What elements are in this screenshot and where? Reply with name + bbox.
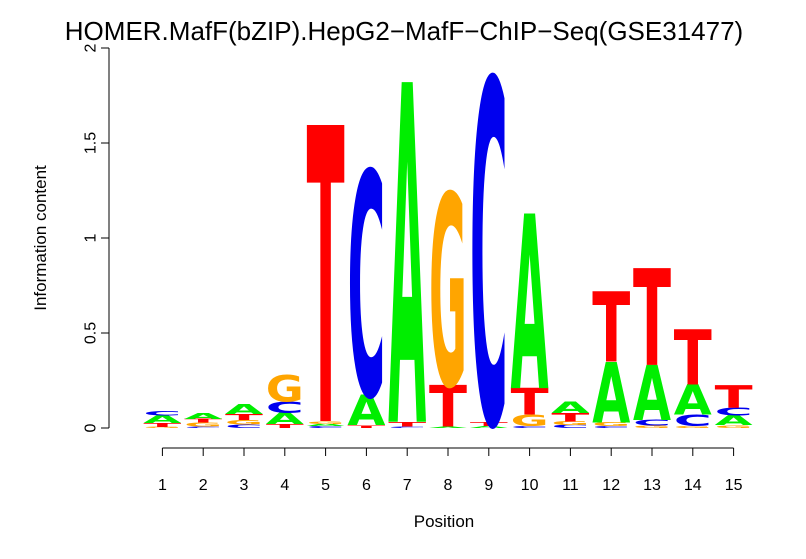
letter-A-adenine: A bbox=[266, 410, 304, 428]
stack-position-8: ATG bbox=[429, 141, 467, 447]
letter-G-guanine: G bbox=[266, 367, 304, 410]
x-tick-label: 6 bbox=[362, 477, 371, 494]
letter-T-thymine: T bbox=[551, 411, 590, 424]
letter-A-adenine: A bbox=[307, 423, 345, 427]
x-tick-label: 2 bbox=[199, 477, 208, 494]
letter-C-cytosine: C bbox=[674, 412, 712, 430]
x-tick-label: 4 bbox=[280, 477, 289, 494]
letter-T-thymine: T bbox=[225, 413, 263, 422]
x-axis-label: Position bbox=[414, 512, 474, 531]
letter-T-thymine: T bbox=[429, 375, 467, 441]
y-tick-label: 2 bbox=[83, 43, 100, 52]
stack-position-7: CTA bbox=[388, 0, 426, 533]
letter-G-guanine: G bbox=[633, 425, 671, 429]
x-tick-label: 14 bbox=[684, 477, 702, 494]
x-tick-label: 5 bbox=[321, 477, 330, 494]
letter-C-cytosine: C bbox=[470, 0, 508, 535]
letter-A-adenine: A bbox=[715, 414, 753, 429]
letter-A-adenine: A bbox=[511, 166, 549, 444]
letter-A-adenine: A bbox=[388, 0, 426, 533]
stack-position-6: TAC bbox=[347, 110, 385, 467]
letter-G-guanine: G bbox=[143, 427, 181, 429]
y-tick-label: 1 bbox=[83, 233, 100, 242]
letter-T-thymine: T bbox=[307, 45, 345, 517]
y-tick-label: 0.5 bbox=[83, 322, 100, 344]
letter-C-cytosine: C bbox=[143, 409, 181, 417]
x-tick-label: 3 bbox=[240, 477, 249, 494]
x-tick-label: 13 bbox=[643, 477, 661, 494]
letter-C-cytosine: C bbox=[633, 419, 671, 428]
x-tick-label: 15 bbox=[725, 477, 743, 494]
x-tick-label: 11 bbox=[562, 477, 579, 494]
letter-C-cytosine: C bbox=[388, 426, 426, 428]
letter-C-cytosine: C bbox=[511, 426, 549, 429]
letter-C-cytosine: C bbox=[184, 426, 222, 428]
letter-C-cytosine: C bbox=[715, 406, 753, 418]
letter-T-thymine: T bbox=[511, 381, 549, 424]
letter-C-cytosine: C bbox=[551, 424, 589, 429]
letter-T-thymine: T bbox=[674, 314, 712, 403]
letter-G-guanine: G bbox=[184, 422, 222, 428]
x-tick-label: 9 bbox=[484, 477, 493, 494]
letter-A-adenine: A bbox=[347, 387, 385, 435]
letter-A-adenine: A bbox=[429, 426, 467, 428]
letter-A-adenine: A bbox=[470, 426, 508, 429]
letter-G-guanine: G bbox=[511, 412, 549, 430]
letter-G-guanine: G bbox=[674, 426, 712, 429]
letter-A-adenine: A bbox=[551, 398, 589, 416]
letter-T-thymine: T bbox=[184, 418, 222, 424]
x-tick-label: 8 bbox=[444, 477, 453, 494]
letter-T-thymine: T bbox=[592, 272, 630, 385]
x-tick-label: 7 bbox=[403, 477, 412, 494]
letter-G-guanine: G bbox=[225, 418, 263, 426]
x-axis: 1 2 3 4 5 6 7 8 9 10 11 12 13 14 15 bbox=[158, 447, 743, 494]
letter-C-cytosine: C bbox=[347, 110, 385, 467]
letter-A-adenine: A bbox=[143, 414, 182, 426]
y-tick-label: 1.5 bbox=[83, 132, 100, 154]
letter-T-thymine: T bbox=[347, 424, 385, 429]
letter-T-thymine: T bbox=[143, 422, 181, 428]
x-tick-label: 10 bbox=[521, 477, 539, 494]
letter-A-adenine: A bbox=[225, 403, 263, 418]
letter-C-cytosine: C bbox=[307, 426, 345, 429]
letter-A-adenine: A bbox=[592, 347, 630, 443]
letter-G-guanine: G bbox=[715, 424, 753, 429]
x-tick-label: 12 bbox=[602, 477, 620, 494]
x-tick-label: 1 bbox=[158, 477, 167, 494]
letter-C-cytosine: C bbox=[266, 399, 304, 417]
y-axis: 0 0.5 1 1.5 2 bbox=[83, 43, 110, 432]
letter-G-guanine: G bbox=[551, 420, 589, 426]
letter-G-guanine: G bbox=[592, 421, 630, 427]
letter-T-thymine: T bbox=[633, 244, 671, 398]
letter-A-adenine: A bbox=[633, 351, 671, 439]
letter-T-thymine: T bbox=[470, 421, 508, 427]
letter-T-thymine: T bbox=[388, 421, 426, 429]
chart-title: HOMER.MafF(bZIP).HepG2−MafF−ChIP−Seq(GSE… bbox=[65, 16, 743, 46]
y-axis-label: Information content bbox=[31, 165, 50, 311]
letter-G-guanine: G bbox=[307, 420, 345, 425]
letter-A-adenine: A bbox=[184, 412, 223, 421]
letter-T-thymine: T bbox=[715, 379, 753, 416]
letter-G-guanine: G bbox=[429, 141, 467, 447]
stack-position-9: ATC bbox=[470, 0, 508, 535]
letter-C-cytosine: C bbox=[592, 426, 630, 429]
y-tick-label: 0 bbox=[83, 423, 100, 432]
letter-T-thymine: T bbox=[266, 423, 304, 429]
letter-A-adenine: A bbox=[674, 376, 712, 424]
letter-C-cytosine: C bbox=[225, 424, 263, 429]
